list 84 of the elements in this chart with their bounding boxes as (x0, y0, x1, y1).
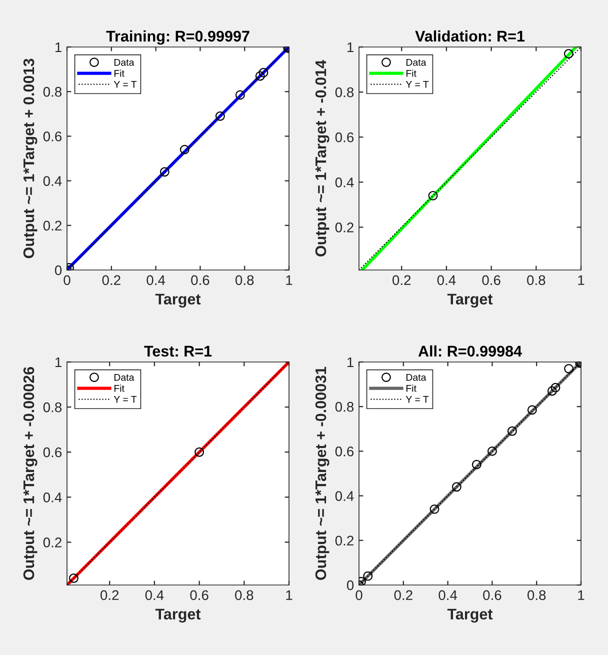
x-tick-label: 0 (356, 590, 362, 600)
chart-title: All: R=0.99984 (418, 345, 522, 357)
x-tick-label: 0.2 (100, 590, 119, 600)
y-tick-label: 0.8 (335, 87, 354, 98)
y-tick-label: 0.2 (335, 222, 354, 232)
y-tick-label: 0.6 (43, 447, 62, 458)
x-tick-label: 0 (64, 275, 70, 286)
point (564, 364, 574, 374)
point (215, 111, 225, 121)
x-axis-title: Target (447, 608, 493, 623)
point (180, 144, 190, 154)
legend-label: Fit (406, 384, 416, 392)
point (452, 482, 462, 492)
x-tick-label: 0.8 (235, 275, 254, 286)
x-tick-label: 0.2 (394, 590, 412, 600)
y-tick-label: 0 (346, 580, 354, 590)
y-tick-label: 0.6 (335, 446, 354, 456)
x-tick-label: 1 (286, 275, 292, 285)
point (550, 382, 560, 392)
y-axis-title: Output ~= 1*Target + 0.0013 (23, 58, 38, 258)
y-tick-label: 0.2 (43, 220, 62, 231)
legend-label: Y = T (406, 81, 429, 88)
point (527, 405, 537, 415)
y-tick-label: 0 (54, 265, 62, 276)
y-tick-label: 1 (55, 357, 62, 368)
x-axis-title: Target (155, 608, 201, 623)
x-tick-label: 0.2 (392, 275, 411, 286)
point (160, 167, 170, 177)
point (235, 90, 245, 100)
y-axis-title: Output ~= 1*Target + -0.00026 (23, 366, 38, 580)
y-tick-label: 0.6 (43, 132, 62, 142)
point (430, 504, 440, 514)
x-axis-title: Target (447, 294, 493, 308)
y-tick-label: 1 (55, 42, 62, 52)
x-tick-label: 0.6 (190, 590, 208, 600)
legend-label: Y = T (406, 396, 429, 403)
legend-label: Data (114, 59, 134, 66)
y-tick-label: 1 (347, 42, 354, 52)
point (255, 71, 265, 81)
y-tick-label: 0.6 (335, 132, 354, 142)
y-tick-label: 0.4 (43, 176, 62, 186)
x-tick-label: 0.4 (437, 275, 456, 286)
x-tick-label: 0.4 (146, 275, 166, 286)
chart-title: Training: R=0.99997 (106, 30, 250, 45)
y-tick-label: 0.2 (335, 536, 354, 546)
legend-label: Y = T (114, 81, 137, 88)
x-tick-label: 1 (578, 590, 584, 600)
y-tick-label: 0.4 (335, 177, 354, 188)
legend-label: Fit (114, 70, 124, 77)
legend-label: Fit (406, 70, 416, 77)
point (363, 571, 373, 581)
legend-label: Fit (114, 384, 124, 392)
y-axis-title: Output ~= 1*Target + -0.00031 (315, 366, 330, 580)
y-tick-label: 0.8 (43, 86, 62, 97)
x-tick-label: 0.6 (482, 275, 500, 286)
chart-title: Test: R=1 (144, 346, 212, 357)
legend-label: Data (406, 59, 426, 66)
y-tick-label: 0.4 (335, 491, 354, 501)
point (258, 68, 268, 78)
y-tick-label: 0.2 (43, 538, 62, 548)
y-tick-label: 0.4 (43, 492, 62, 502)
x-tick-label: 1 (578, 275, 584, 285)
point (487, 446, 497, 456)
x-tick-label: 0.8 (527, 590, 546, 600)
x-tick-label: 0.6 (191, 275, 210, 286)
y-tick-label: 0.8 (43, 402, 62, 412)
x-tick-label: 1 (286, 590, 292, 600)
y-tick-label: 0.8 (335, 402, 354, 412)
legend-label: Data (114, 374, 134, 381)
x-tick-label: 0.4 (438, 590, 458, 600)
y-tick-label: 1 (347, 357, 354, 368)
x-tick-label: 0.8 (527, 275, 546, 286)
legend-label: Y = T (114, 396, 137, 403)
point (547, 386, 557, 396)
x-tick-label: 0.4 (145, 590, 164, 600)
x-tick-label: 0.8 (235, 590, 254, 600)
x-tick-label: 0.6 (483, 590, 502, 600)
point (507, 426, 517, 436)
point (472, 460, 482, 470)
y-axis-title: Output ~= 1*Target + -0.014 (315, 60, 330, 256)
x-axis-title: Target (155, 294, 201, 308)
x-tick-label: 0.2 (102, 275, 120, 286)
chart-title: Validation: R=1 (415, 30, 525, 42)
legend-label: Data (406, 374, 426, 381)
